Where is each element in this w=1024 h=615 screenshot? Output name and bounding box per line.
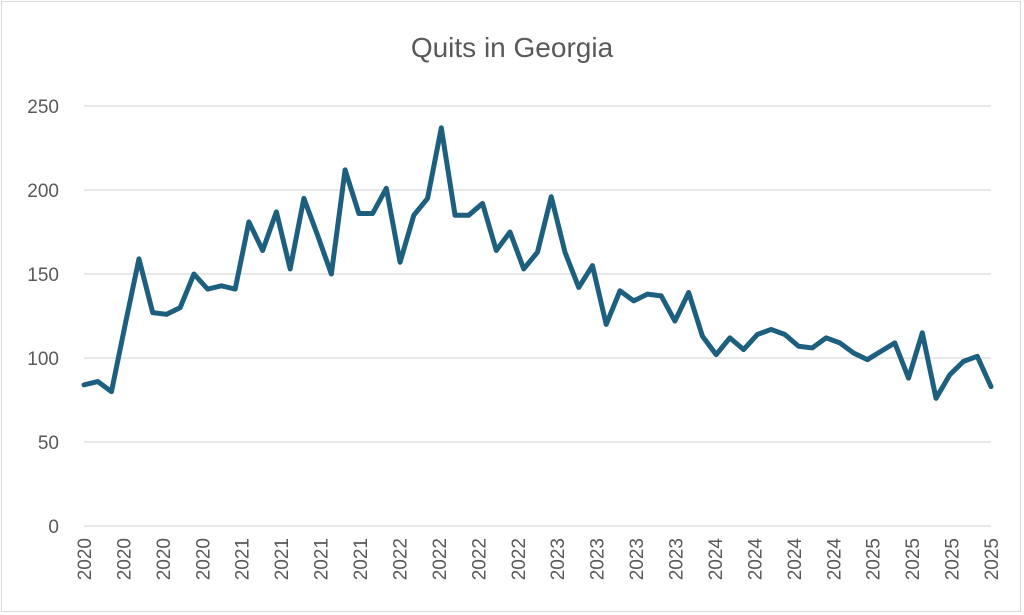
x-tick-label: 2022 <box>469 538 490 580</box>
x-tick-label: 2021 <box>351 538 372 580</box>
y-tick-label: 150 <box>27 265 59 286</box>
x-tick-label: 2023 <box>627 538 648 580</box>
x-tick-label: 2025 <box>864 538 885 580</box>
x-tick-label: 2024 <box>745 538 766 581</box>
x-tick-label: 2023 <box>667 538 688 580</box>
x-tick-label: 2022 <box>430 538 451 580</box>
x-tick-label: 2020 <box>114 538 135 580</box>
x-tick-label: 2022 <box>509 538 530 580</box>
y-tick-label: 250 <box>27 97 59 118</box>
x-tick-label: 2024 <box>824 538 845 581</box>
x-tick-label: 2025 <box>943 538 964 580</box>
y-tick-label: 200 <box>27 181 59 202</box>
x-tick-label: 2021 <box>233 538 254 580</box>
x-tick-label: 2023 <box>588 538 609 580</box>
x-tick-label: 2021 <box>312 538 333 580</box>
series-line-0 <box>81 125 994 401</box>
y-tick-label: 100 <box>27 349 59 370</box>
x-axis-ticks: 2020 2020 2020 2020 2021 2021 2021 2021 2022 2022… <box>75 538 1003 581</box>
y-tick-label: 50 <box>38 433 59 454</box>
series-layer <box>81 125 994 401</box>
x-tick-label: 2020 <box>75 538 96 580</box>
x-tick-label: 2020 <box>154 538 175 580</box>
gridlines <box>84 105 991 527</box>
x-tick-label: 2021 <box>272 538 293 580</box>
x-tick-label: 2025 <box>982 538 1003 580</box>
x-tick-label: 2025 <box>903 538 924 580</box>
x-tick-label: 2022 <box>390 538 411 580</box>
y-axis-ticks: 0 50 100 150 200 250 <box>27 97 59 538</box>
chart-title: Quits in Georgia <box>411 32 614 63</box>
x-tick-label: 2024 <box>706 538 727 581</box>
y-tick-label: 0 <box>48 517 59 538</box>
x-tick-label: 2020 <box>193 538 214 580</box>
x-tick-label: 2023 <box>548 538 569 580</box>
x-tick-label: 2024 <box>785 538 806 581</box>
